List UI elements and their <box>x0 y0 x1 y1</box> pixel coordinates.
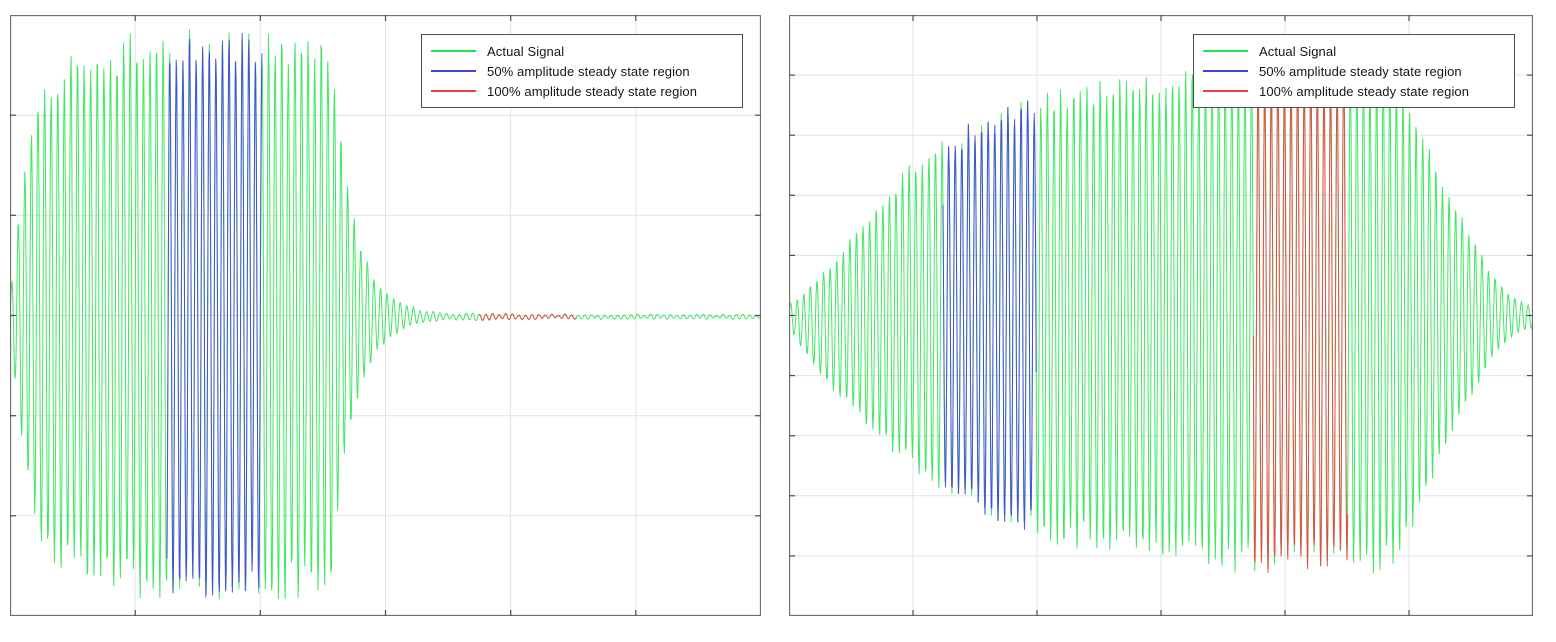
right-plot-canvas <box>789 15 1533 616</box>
signal-polyline-2 <box>1252 66 1349 573</box>
left-plot-legend: Actual Signal 50% amplitude steady state … <box>421 34 743 108</box>
legend-item-label: 50% amplitude steady state region <box>487 63 690 79</box>
legend-item: 100% amplitude steady state region <box>431 81 742 101</box>
legend-item-label: 50% amplitude steady state region <box>1259 63 1462 79</box>
legend-line-swatch <box>1203 50 1248 52</box>
legend-item: 100% amplitude steady state region <box>1203 81 1514 101</box>
left-signal-plot: Actual Signal 50% amplitude steady state … <box>10 15 761 616</box>
right-plot-legend: Actual Signal 50% amplitude steady state … <box>1193 34 1515 108</box>
legend-line-swatch <box>431 50 476 52</box>
legend-item: 50% amplitude steady state region <box>431 61 742 81</box>
legend-item-label: 100% amplitude steady state region <box>1259 83 1470 99</box>
legend-item: 50% amplitude steady state region <box>1203 61 1514 81</box>
left-plot-canvas <box>10 15 761 616</box>
signal-polyline-1 <box>942 100 1037 530</box>
signal-polyline-2 <box>478 312 577 322</box>
legend-item: Actual Signal <box>1203 41 1514 61</box>
legend-item: Actual Signal <box>431 41 742 61</box>
legend-line-swatch <box>1203 70 1248 72</box>
legend-line-swatch <box>1203 90 1248 92</box>
right-signal-plot: Actual Signal 50% amplitude steady state … <box>789 15 1533 616</box>
legend-line-swatch <box>431 70 476 72</box>
legend-item-label: Actual Signal <box>487 43 565 59</box>
signal-polyline-0 <box>789 63 1533 574</box>
legend-item-label: 100% amplitude steady state region <box>487 83 698 99</box>
legend-line-swatch <box>431 90 476 92</box>
signal-polyline-0 <box>10 29 761 600</box>
legend-item-label: Actual Signal <box>1259 43 1337 59</box>
signal-polyline-1 <box>166 32 263 598</box>
